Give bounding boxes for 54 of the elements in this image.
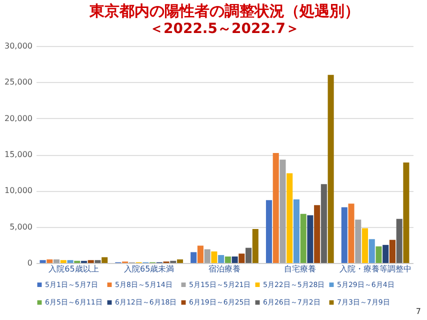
x-tick-label: 入院・療養等調整中 — [339, 264, 412, 274]
bar — [328, 74, 334, 263]
bar — [190, 252, 197, 263]
bar — [362, 228, 368, 263]
bar — [54, 259, 60, 263]
y-tick-label: 5,000 — [10, 222, 32, 232]
bar — [382, 244, 389, 263]
bar — [396, 218, 402, 263]
bar — [176, 259, 184, 263]
bar — [307, 215, 314, 263]
bar — [224, 256, 231, 263]
bar — [67, 260, 74, 263]
bar — [238, 254, 245, 263]
x-tick-label: 入院65歳未満 — [124, 264, 174, 274]
bar — [314, 205, 320, 263]
bar — [204, 249, 210, 263]
bar — [368, 239, 375, 263]
bar — [266, 200, 272, 263]
bar — [286, 173, 293, 263]
y-tick-label: 0 — [27, 258, 32, 268]
bar — [94, 260, 101, 263]
bar — [280, 160, 286, 263]
bar — [355, 220, 362, 263]
bar — [341, 207, 348, 263]
bar — [40, 260, 46, 263]
bar — [376, 246, 382, 263]
bar — [197, 246, 204, 263]
bar — [211, 251, 218, 263]
y-tick-label: 30,000 — [4, 42, 32, 50]
bar — [102, 257, 108, 263]
bar — [320, 184, 327, 263]
x-tick-label: 入院65歳以上 — [48, 264, 99, 274]
y-tick-label: 25,000 — [4, 78, 32, 87]
bar — [46, 259, 53, 263]
bar — [246, 248, 252, 263]
bar — [88, 260, 94, 263]
x-tick-label: 宿泊療養 — [208, 264, 240, 274]
bar — [218, 255, 224, 263]
bar — [272, 153, 279, 263]
y-tick-label: 20,000 — [4, 114, 32, 123]
bar — [389, 240, 396, 263]
y-tick-label: 10,000 — [4, 186, 32, 196]
text: 7 — [416, 307, 421, 316]
bar — [300, 214, 306, 263]
bar — [293, 199, 300, 263]
bar — [348, 204, 354, 263]
bar — [60, 260, 66, 263]
bar — [232, 256, 238, 263]
chart-subtitle: ＜2022.5～2022.7＞ — [149, 21, 300, 37]
bar — [252, 229, 258, 263]
x-tick-label: 自宅療養 — [284, 264, 316, 274]
chart-title: 東京都内の陽性者の調整状況（処遇別） — [88, 2, 360, 20]
bar — [403, 162, 410, 263]
y-tick-label: 15,000 — [4, 150, 32, 159]
